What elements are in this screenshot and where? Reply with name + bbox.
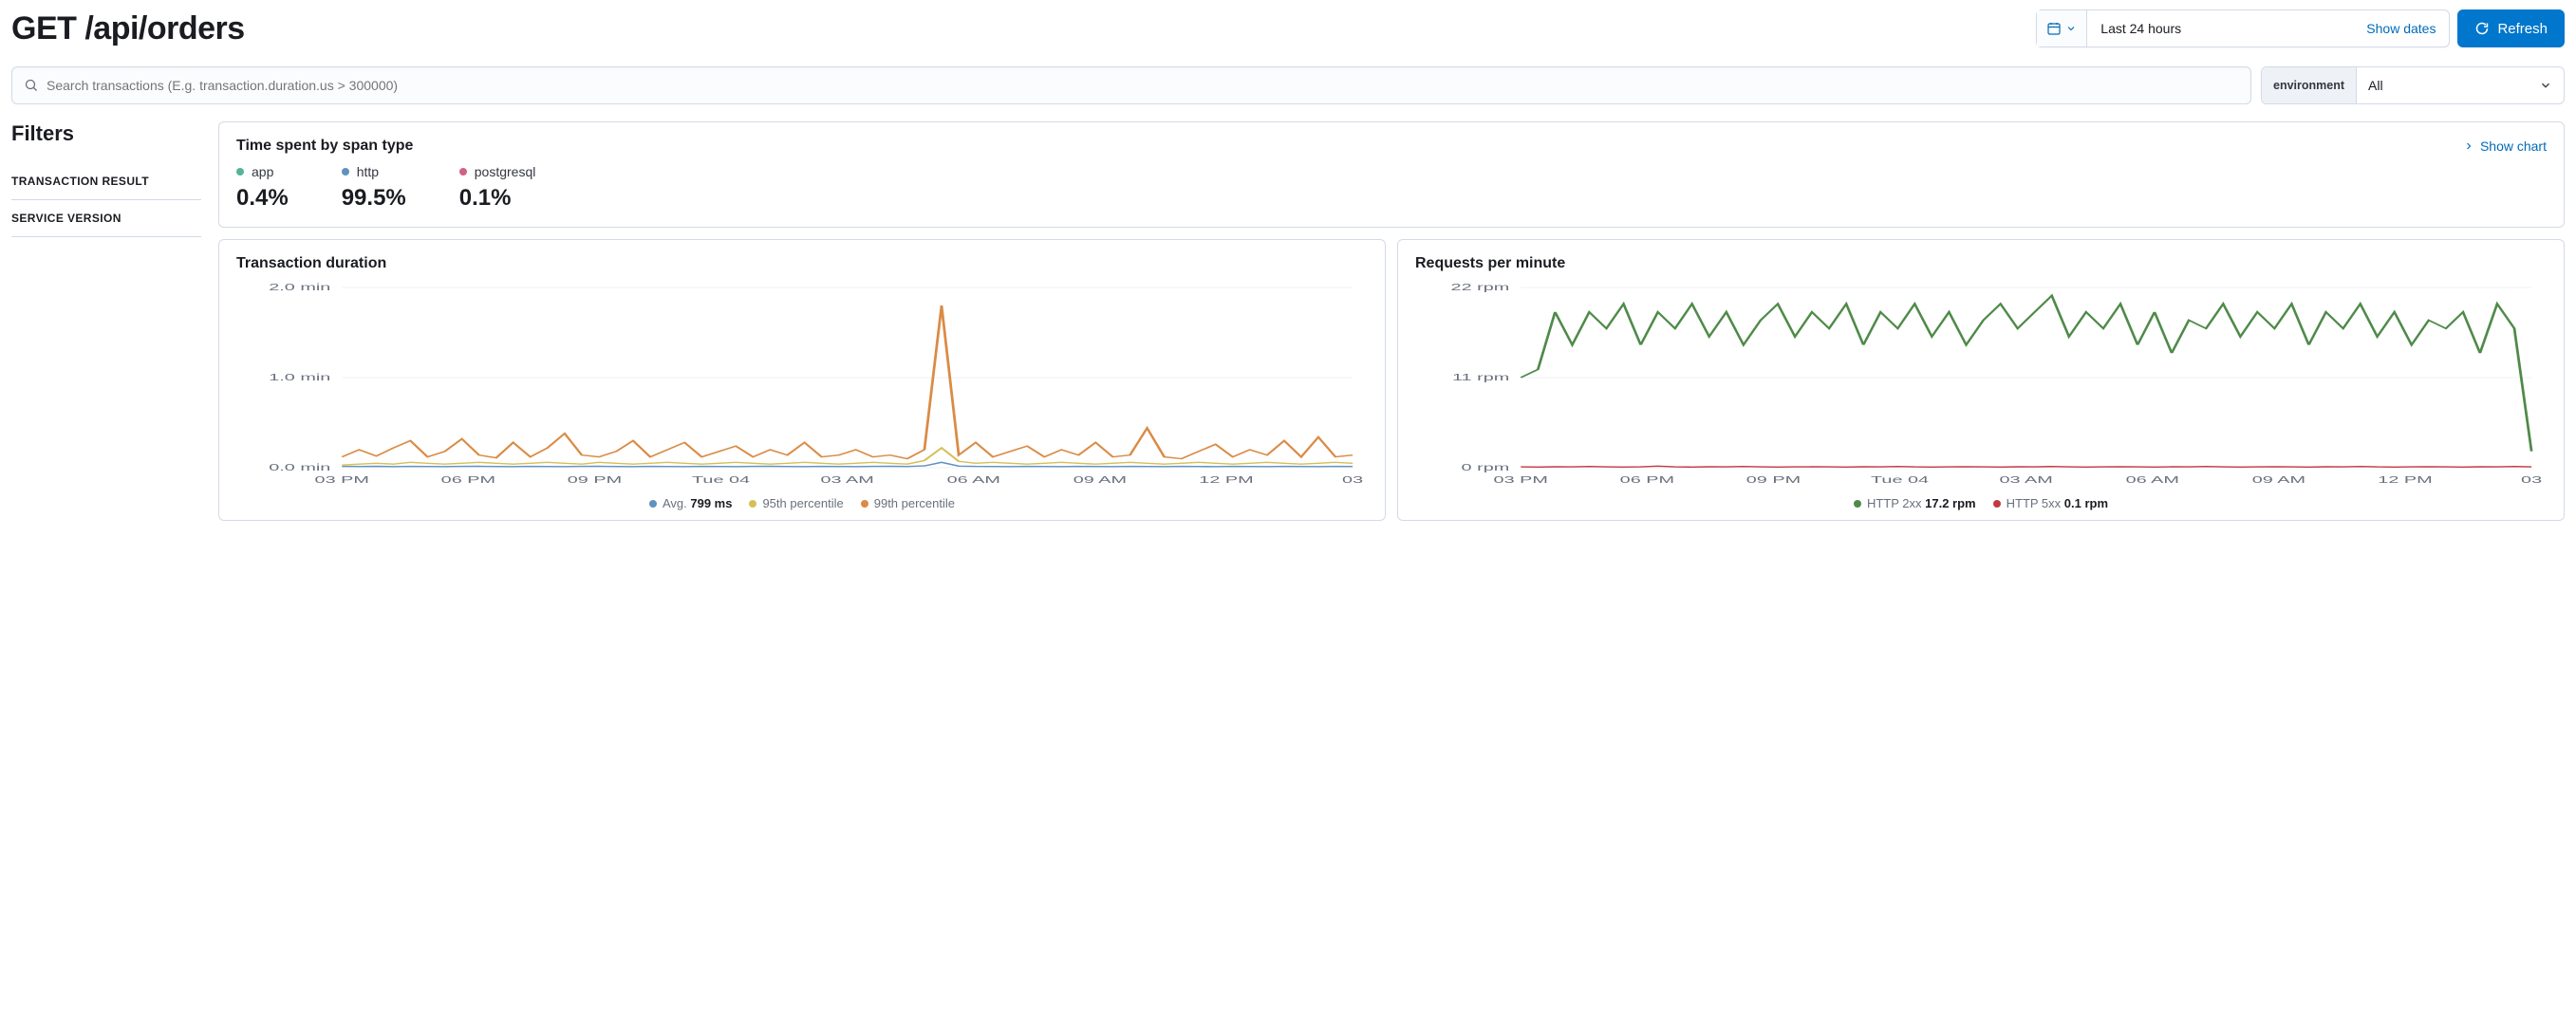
- svg-text:06 PM: 06 PM: [441, 475, 495, 486]
- svg-text:2.0 min: 2.0 min: [269, 283, 330, 293]
- calendar-button[interactable]: [2037, 10, 2087, 46]
- rpm-chart: 0 rpm 11 rpm 22 rpm 03 PM 06 PM 09 PM Tue 04 03…: [1415, 280, 2547, 489]
- refresh-icon: [2474, 21, 2490, 36]
- filter-item[interactable]: TRANSACTION RESULT: [11, 163, 201, 200]
- refresh-label: Refresh: [2497, 21, 2548, 37]
- span-type-title: Time spent by span type: [236, 138, 413, 155]
- span-type-item: postgresql 0.1%: [459, 164, 536, 212]
- search-row: environment All: [11, 66, 2565, 104]
- svg-text:06 AM: 06 AM: [947, 475, 1000, 486]
- date-picker: Last 24 hours Show dates: [2036, 9, 2450, 47]
- svg-text:03 AM: 03 AM: [2000, 475, 2053, 486]
- filters-sidebar: Filters TRANSACTION RESULTSERVICE VERSIO…: [11, 121, 201, 237]
- chevron-right-icon: [2463, 140, 2474, 152]
- svg-text:03 PM: 03 PM: [1494, 475, 1548, 486]
- span-type-panel: Time spent by span type Show chart app 0.…: [218, 121, 2565, 228]
- span-type-value: 0.1%: [459, 185, 536, 212]
- legend-dot: [1993, 500, 2001, 508]
- span-type-label: http: [342, 164, 406, 179]
- refresh-button[interactable]: Refresh: [2457, 9, 2565, 47]
- svg-text:03 AM: 03 AM: [821, 475, 874, 486]
- svg-text:09 AM: 09 AM: [2252, 475, 2305, 486]
- svg-text:03: 03: [1342, 475, 1363, 486]
- environment-value[interactable]: All: [2357, 67, 2564, 103]
- svg-text:06 AM: 06 AM: [2126, 475, 2179, 486]
- transaction-duration-panel: Transaction duration 0.0 min 1.0 min 2.0 m…: [218, 239, 1386, 521]
- svg-text:03 PM: 03 PM: [315, 475, 369, 486]
- svg-text:0 rpm: 0 rpm: [1462, 463, 1510, 473]
- svg-text:12 PM: 12 PM: [2378, 475, 2432, 486]
- chart-legend-item[interactable]: HTTP 2xx 17.2 rpm: [1854, 496, 1976, 510]
- header-row: GET /api/orders Last 24 hours Show dates…: [11, 9, 2565, 47]
- legend-dot: [342, 168, 349, 176]
- rpm-title: Requests per minute: [1415, 255, 2547, 272]
- svg-text:09 PM: 09 PM: [568, 475, 622, 486]
- date-range-label[interactable]: Last 24 hours: [2087, 10, 2353, 46]
- environment-value-text: All: [2368, 78, 2383, 93]
- svg-text:0.0 min: 0.0 min: [269, 463, 330, 473]
- header-controls: Last 24 hours Show dates Refresh: [2036, 9, 2565, 47]
- rpm-legend: HTTP 2xx 17.2 rpm HTTP 5xx 0.1 rpm: [1415, 496, 2547, 510]
- filter-item[interactable]: SERVICE VERSION: [11, 200, 201, 237]
- show-chart-link[interactable]: Show chart: [2463, 139, 2547, 154]
- svg-text:09 PM: 09 PM: [1746, 475, 1801, 486]
- chevron-down-icon: [2539, 79, 2552, 92]
- content-column: Time spent by span type Show chart app 0.…: [218, 121, 2565, 521]
- svg-text:Tue 04: Tue 04: [1871, 475, 1929, 486]
- chevron-down-icon: [2065, 23, 2077, 34]
- chart-legend-item[interactable]: 95th percentile: [749, 496, 843, 510]
- svg-text:Tue 04: Tue 04: [692, 475, 750, 486]
- svg-text:09 AM: 09 AM: [1073, 475, 1127, 486]
- svg-text:03: 03: [2521, 475, 2542, 486]
- svg-text:22 rpm: 22 rpm: [1451, 283, 1510, 293]
- search-icon: [24, 78, 39, 93]
- environment-selector: environment All: [2261, 66, 2565, 104]
- filters-title: Filters: [11, 121, 201, 146]
- transaction-duration-title: Transaction duration: [236, 255, 1368, 272]
- chart-legend-item[interactable]: HTTP 5xx 0.1 rpm: [1993, 496, 2108, 510]
- span-type-value: 0.4%: [236, 185, 289, 212]
- legend-dot: [236, 168, 244, 176]
- charts-row: Transaction duration 0.0 min 1.0 min 2.0 m…: [218, 239, 2565, 521]
- environment-label: environment: [2262, 67, 2357, 103]
- filter-list: TRANSACTION RESULTSERVICE VERSION: [11, 163, 201, 237]
- legend-dot: [649, 500, 657, 508]
- legend-dot: [749, 500, 756, 508]
- legend-dot: [1854, 500, 1861, 508]
- show-chart-label: Show chart: [2480, 139, 2547, 154]
- chart-legend-item[interactable]: 99th percentile: [861, 496, 955, 510]
- rpm-panel: Requests per minute 0 rpm 11 rpm 22 rpm 03 …: [1397, 239, 2565, 521]
- span-type-label: postgresql: [459, 164, 536, 179]
- svg-text:11 rpm: 11 rpm: [1452, 373, 1509, 383]
- search-input[interactable]: [47, 78, 2239, 93]
- svg-text:1.0 min: 1.0 min: [269, 373, 330, 383]
- span-type-item: http 99.5%: [342, 164, 406, 212]
- span-type-item: app 0.4%: [236, 164, 289, 212]
- transaction-duration-legend: Avg. 799 ms 95th percentile 99th percentil…: [236, 496, 1368, 510]
- main-row: Filters TRANSACTION RESULTSERVICE VERSIO…: [11, 121, 2565, 521]
- search-box[interactable]: [11, 66, 2251, 104]
- chart-legend-item[interactable]: Avg. 799 ms: [649, 496, 732, 510]
- legend-dot: [861, 500, 868, 508]
- transaction-duration-chart: 0.0 min 1.0 min 2.0 min 03 PM 06 PM 09 PM Tue …: [236, 280, 1368, 489]
- span-type-value: 99.5%: [342, 185, 406, 212]
- legend-dot: [459, 168, 467, 176]
- span-type-legend: app 0.4% http 99.5% postgresql 0.1%: [236, 164, 2547, 212]
- show-dates-link[interactable]: Show dates: [2353, 10, 2449, 46]
- svg-text:06 PM: 06 PM: [1620, 475, 1674, 486]
- page-title: GET /api/orders: [11, 10, 245, 47]
- span-type-header: Time spent by span type Show chart: [236, 138, 2547, 155]
- svg-text:12 PM: 12 PM: [1199, 475, 1253, 486]
- calendar-icon: [2046, 21, 2062, 36]
- span-type-label: app: [236, 164, 289, 179]
